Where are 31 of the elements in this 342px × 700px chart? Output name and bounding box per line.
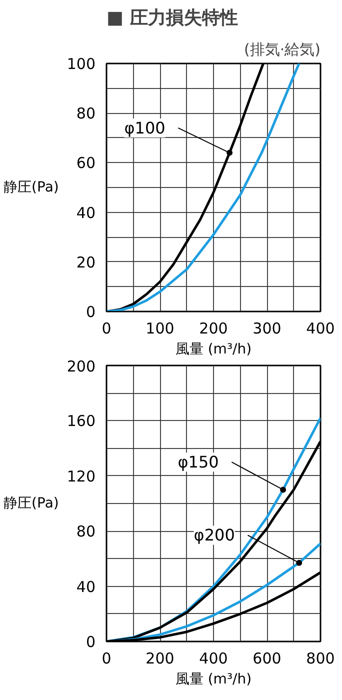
annotation: φ150 <box>178 452 219 472</box>
y-tick-label: 80 <box>76 104 96 123</box>
y-tick-label: 120 <box>66 467 96 486</box>
y-tick-label: 0 <box>86 303 96 321</box>
y-tick-label: 40 <box>76 578 96 596</box>
y-tick-label: 80 <box>76 522 96 541</box>
annotation: φ100 <box>124 118 166 138</box>
x-tick-label: 800 <box>306 650 335 668</box>
y-axis-title: 静圧(Pa) <box>4 496 59 512</box>
y-tick-label: 40 <box>76 204 96 222</box>
x-tick-label: 100 <box>146 320 174 338</box>
x-axis-title: 風量 (m³/h) <box>175 342 252 358</box>
y-tick-label: 60 <box>76 154 96 172</box>
annotation: φ200 <box>194 526 235 545</box>
x-tick-label: 200 <box>146 650 174 668</box>
y-tick-label: 100 <box>66 55 96 73</box>
x-tick-label: 0 <box>102 650 112 668</box>
y-axis-title: 静圧(Pa) <box>4 180 59 196</box>
x-tick-label: 400 <box>306 320 335 338</box>
x-tick-label: 200 <box>199 320 228 338</box>
chart-title: ■ 圧力損失特性 <box>106 8 238 28</box>
x-tick-label: 0 <box>102 320 112 338</box>
x-tick-label: 400 <box>199 650 228 668</box>
x-tick-label: 300 <box>252 320 282 338</box>
y-tick-label: 160 <box>66 412 96 430</box>
y-tick-label: 0 <box>86 633 96 651</box>
chart-subtitle: (排気·給気) <box>244 40 321 58</box>
y-tick-label: 200 <box>66 358 96 376</box>
x-axis-title: 風量 (m³/h) <box>175 672 252 688</box>
y-tick-label: 20 <box>76 253 96 272</box>
x-tick-label: 600 <box>252 650 282 668</box>
